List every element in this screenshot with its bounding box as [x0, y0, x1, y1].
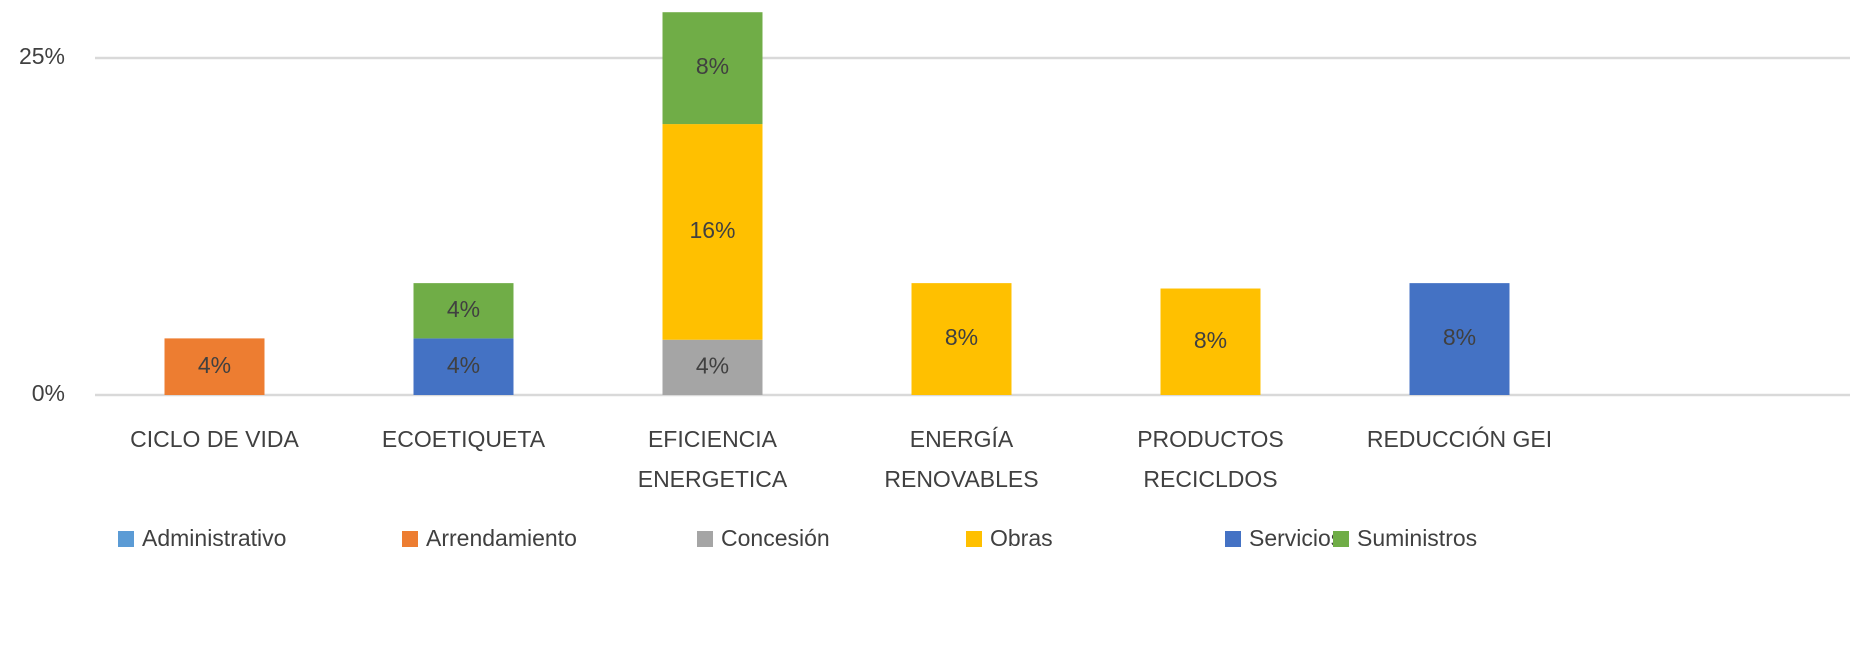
legend-swatch: [118, 531, 134, 547]
legend-swatch: [1333, 531, 1349, 547]
bar-segment: [911, 283, 1012, 395]
x-tick-label: REDUCCIÓN GEI: [1366, 426, 1553, 452]
legend-swatch: [402, 531, 418, 547]
y-tick-label: 25%: [19, 43, 65, 69]
data-label: 4%: [696, 352, 729, 378]
data-label: 8%: [945, 324, 978, 350]
legend-swatch: [697, 531, 713, 547]
data-label: 4%: [198, 352, 231, 378]
data-label: 16%: [689, 217, 735, 243]
bar-segment: [662, 124, 763, 340]
bar-segment: [1160, 288, 1261, 395]
bar-segment: [1409, 283, 1510, 395]
data-label: 4%: [447, 296, 480, 322]
legend-label: Obras: [990, 525, 1053, 551]
x-tick-label: PRODUCTOS RECICLDOS: [1137, 426, 1284, 492]
bar-segment: [662, 339, 763, 395]
legend-label: Administrativo: [142, 525, 286, 551]
bar-segment: [413, 338, 514, 395]
legend-label: Suministros: [1357, 525, 1477, 551]
legend-label: Concesión: [721, 525, 830, 551]
bar-segment: [164, 338, 265, 395]
data-label: 8%: [1443, 324, 1476, 350]
x-tick-label: ECOETIQUETA: [381, 426, 546, 452]
data-label: 8%: [696, 53, 729, 79]
x-tick-label: ENERGÍA RENOVABLES: [884, 426, 1039, 492]
legend-swatch: [1225, 531, 1241, 547]
bar-segment: [662, 12, 763, 125]
bar-segment: [413, 283, 514, 339]
x-tick-label: EFICIENCIA ENERGETICA: [637, 426, 788, 492]
data-label: 4%: [447, 352, 480, 378]
y-tick-label: 0%: [32, 380, 65, 406]
x-tick-label: CICLO DE VIDA: [130, 426, 299, 452]
legend-label: Servicios: [1249, 525, 1342, 551]
legend-label: Arrendamiento: [426, 525, 577, 551]
legend-swatch: [966, 531, 982, 547]
data-label: 8%: [1194, 327, 1227, 353]
